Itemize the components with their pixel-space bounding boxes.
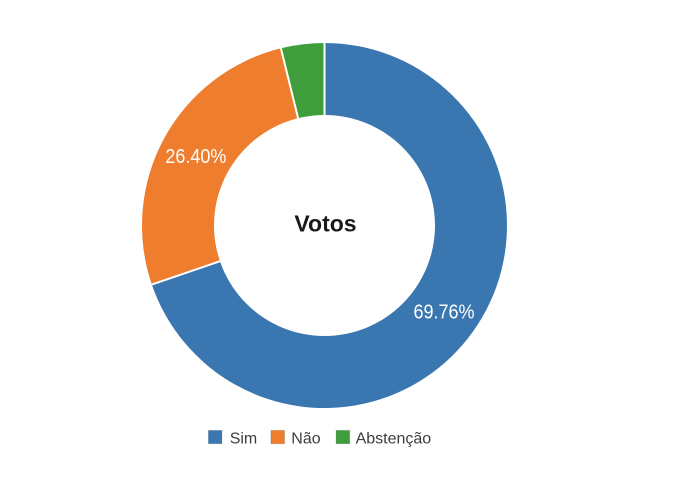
- svg-text:Sim: Sim: [230, 430, 258, 447]
- svg-text:69.76%: 69.76%: [414, 300, 475, 323]
- svg-text:26.40%: 26.40%: [165, 145, 226, 168]
- svg-text:Votos: Votos: [294, 211, 356, 237]
- svg-text:Não: Não: [291, 430, 320, 447]
- svg-text:Abstenção: Abstenção: [356, 430, 432, 447]
